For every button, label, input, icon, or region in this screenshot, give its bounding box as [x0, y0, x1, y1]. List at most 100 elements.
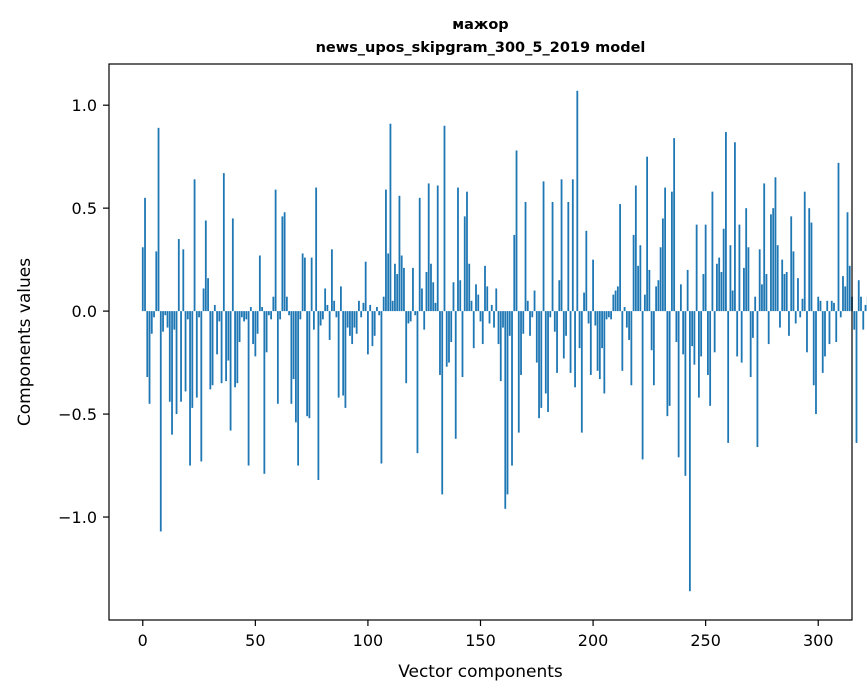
bar-42 [236, 311, 239, 384]
bar-302 [821, 311, 824, 373]
bar-200 [592, 259, 594, 312]
bar-44 [240, 311, 243, 318]
bar-257 [720, 271, 723, 312]
bar-273 [756, 311, 759, 448]
bar-4 [150, 311, 153, 334]
bar-297 [810, 222, 813, 312]
bar-264 [736, 311, 739, 357]
bar-218 [632, 234, 635, 312]
bar-266 [740, 311, 743, 363]
bar-150 [479, 311, 482, 322]
bar-14 [173, 311, 176, 330]
bar-49 [252, 311, 254, 345]
bar-115 [400, 255, 403, 312]
bar-255 [716, 263, 718, 312]
bar-81 [324, 288, 327, 312]
bar-234 [668, 311, 671, 406]
bar-102 [371, 311, 374, 347]
bar-294 [803, 191, 806, 312]
bar-5 [153, 311, 155, 318]
bar-64 [285, 296, 288, 312]
bar-262 [731, 290, 734, 312]
bar-205 [603, 311, 606, 394]
bar-243 [688, 311, 691, 592]
bar-112 [394, 263, 396, 312]
bar-119 [409, 311, 412, 322]
bar-2 [146, 311, 149, 378]
bar-321 [864, 304, 867, 312]
bar-217 [630, 311, 633, 386]
bar-26 [200, 311, 203, 462]
bar-191 [571, 179, 574, 312]
bar-223 [643, 294, 646, 312]
bar-251 [707, 311, 709, 375]
bar-235 [670, 191, 673, 312]
bar-57 [270, 311, 273, 320]
bar-300 [817, 296, 820, 312]
bar-141 [459, 280, 462, 312]
bar-291 [797, 278, 799, 312]
bar-154 [488, 311, 491, 324]
bar-263 [734, 142, 736, 312]
bar-111 [391, 300, 394, 312]
bar-149 [477, 294, 480, 312]
bar-147 [472, 311, 475, 349]
bar-270 [749, 311, 752, 378]
bar-54 [263, 311, 266, 474]
bar-318 [857, 280, 860, 312]
bars-group [141, 90, 867, 592]
bar-33 [216, 311, 218, 355]
bar-220 [637, 265, 640, 312]
bar-304 [826, 300, 829, 312]
bar-242 [686, 269, 689, 312]
y-tick-label-1: −0.5 [58, 405, 97, 424]
bar-139 [454, 311, 457, 439]
bar-279 [770, 214, 772, 312]
bar-276 [763, 183, 766, 312]
x-tick-label-300: 300 [803, 631, 834, 650]
bar-69 [297, 311, 300, 466]
bar-66 [290, 311, 293, 404]
bar-174 [533, 290, 536, 312]
x-tick-label-100: 100 [353, 631, 384, 650]
bar-232 [664, 187, 667, 312]
bar-148 [475, 284, 477, 312]
bar-157 [495, 288, 498, 312]
bar-162 [506, 311, 509, 495]
bar-314 [848, 265, 851, 312]
x-tick-label-200: 200 [578, 631, 609, 650]
bar-176 [538, 311, 540, 419]
bar-180 [547, 311, 549, 413]
bar-45 [243, 311, 245, 322]
axes-group: 0 50 100 150 200 250 300 −1.0 −0.5 0.0 0.5 1.0 [58, 63, 853, 650]
bar-99 [364, 261, 367, 312]
bar-107 [382, 296, 385, 312]
bar-22 [191, 311, 194, 408]
bar-186 [560, 179, 563, 312]
bar-199 [589, 311, 592, 375]
bar-17 [180, 311, 182, 402]
bar-70 [299, 311, 302, 320]
bar-74 [308, 311, 311, 419]
bar-116 [403, 267, 405, 312]
bar-240 [682, 311, 685, 355]
bar-38 [227, 311, 230, 361]
bar-52 [258, 255, 261, 312]
bar-254 [713, 311, 716, 353]
bar-238 [677, 311, 680, 458]
bar-224 [646, 156, 649, 312]
bar-75 [310, 257, 313, 312]
bar-188 [565, 311, 567, 336]
bar-92 [349, 311, 351, 336]
bar-307 [833, 302, 835, 312]
bar-216 [628, 311, 630, 340]
bar-252 [709, 311, 712, 406]
bar-124 [421, 288, 423, 312]
y-tick-label-2: 0.0 [72, 302, 97, 321]
bar-165 [513, 234, 516, 312]
bar-319 [860, 296, 862, 312]
bar-103 [373, 311, 376, 336]
bar-68 [294, 311, 297, 423]
bar-305 [828, 311, 831, 345]
bar-296 [808, 208, 811, 312]
